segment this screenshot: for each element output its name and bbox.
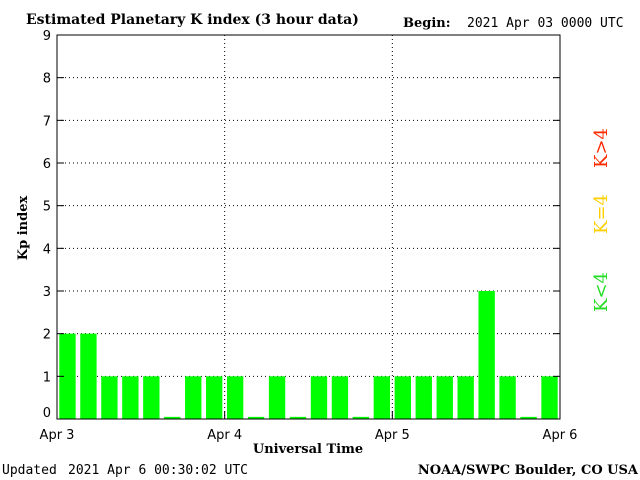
y-tick-label: 5 bbox=[43, 200, 51, 215]
kp-bar bbox=[436, 376, 453, 419]
y-tick-label: 2 bbox=[43, 328, 51, 343]
kp-bar bbox=[289, 416, 307, 419]
x-tick-label: Apr 5 bbox=[375, 428, 410, 443]
legend-item: K>4 bbox=[591, 128, 612, 168]
kp-bar bbox=[310, 376, 328, 419]
kp-bar bbox=[394, 376, 411, 419]
kp-bar bbox=[331, 376, 349, 419]
begin-value: 2021 Apr 03 0000 UTC bbox=[467, 16, 624, 31]
kp-bar bbox=[185, 376, 202, 419]
y-tick-label: 0 bbox=[43, 406, 51, 421]
plot-area bbox=[56, 34, 561, 420]
begin-label: Begin: bbox=[403, 16, 451, 31]
x-tick-label: Apr 3 bbox=[40, 428, 75, 443]
kp-bar bbox=[122, 376, 139, 419]
kp-bar bbox=[268, 376, 286, 419]
credit-text: NOAA/SWPC Boulder, CO USA bbox=[418, 463, 639, 478]
y-tick-label: 3 bbox=[43, 285, 51, 300]
kp-bar bbox=[373, 376, 391, 419]
kp-bar bbox=[101, 376, 118, 419]
bar-series bbox=[59, 291, 558, 419]
kp-bar bbox=[206, 376, 223, 419]
y-tick-label: 8 bbox=[43, 72, 51, 87]
x-tick-label: Apr 6 bbox=[543, 428, 578, 443]
y-axis: 0 1 2 3 4 5 6 7 8 9 bbox=[43, 29, 560, 421]
kp-bar bbox=[352, 416, 370, 419]
y-tick-label: 9 bbox=[43, 29, 51, 44]
kp-bar bbox=[499, 376, 516, 419]
y-axis-label: Kp index bbox=[16, 196, 31, 261]
kp-bar bbox=[541, 376, 558, 419]
y-tick-label: 6 bbox=[43, 157, 51, 172]
kp-bar bbox=[164, 416, 181, 419]
updated-label: Updated bbox=[2, 463, 57, 478]
k-legend: K>4 K=4 K<4 bbox=[591, 128, 612, 312]
kp-bar bbox=[247, 416, 265, 419]
y-tick-label: 7 bbox=[43, 114, 51, 129]
x-axis-label: Universal Time bbox=[253, 442, 363, 457]
x-tick-label: Apr 4 bbox=[207, 428, 242, 443]
chart-title: Estimated Planetary K index (3 hour data… bbox=[26, 12, 359, 28]
grid-lines bbox=[57, 35, 560, 419]
kp-bar bbox=[80, 333, 97, 419]
kp-bar bbox=[143, 376, 160, 419]
legend-item: K=4 bbox=[591, 194, 612, 234]
y-tick-label: 1 bbox=[43, 370, 51, 385]
kp-bar bbox=[415, 376, 432, 419]
y-tick-label: 4 bbox=[43, 242, 51, 257]
kp-bar bbox=[478, 291, 495, 419]
kp-bar bbox=[59, 333, 76, 419]
x-axis: Apr 3 Apr 4 Apr 5 Apr 6 bbox=[40, 411, 578, 443]
updated-value: 2021 Apr 6 00:30:02 UTC bbox=[68, 463, 248, 478]
kp-bar bbox=[457, 376, 474, 419]
kp-bar bbox=[226, 376, 244, 419]
legend-item: K<4 bbox=[591, 272, 612, 312]
kp-bar bbox=[520, 416, 537, 419]
